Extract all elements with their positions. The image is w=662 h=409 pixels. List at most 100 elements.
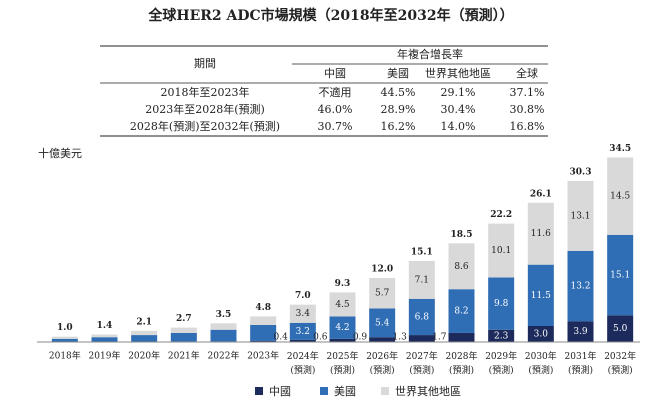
- bar-segment: [527, 326, 554, 342]
- x-tick-label: 2026年(預測): [366, 350, 398, 376]
- bar-segment: [250, 324, 277, 341]
- total-label: 9.3: [335, 279, 351, 289]
- legend-swatch: [255, 387, 263, 395]
- x-tick-label: 2029年(預測): [485, 350, 517, 376]
- total-label: 26.1: [530, 189, 552, 199]
- table-cell: 16.8%: [510, 120, 545, 133]
- title: 全球HER2 ADC市場規模（2018年至2032年（預測））: [147, 7, 513, 24]
- bar-segment: [408, 298, 435, 336]
- bar-label: 4.2: [335, 323, 349, 333]
- total-label: 3.5: [216, 310, 232, 320]
- bar-segment: [51, 338, 78, 342]
- bar-label: 5.7: [375, 289, 390, 299]
- table-subheader: 全球: [516, 66, 538, 80]
- table-cell: 46.0%: [318, 103, 353, 116]
- bar-segment: [51, 336, 78, 339]
- bar-segment: [607, 157, 634, 235]
- x-tick-label: 2024年(預測): [287, 350, 319, 376]
- bar-segment: [408, 335, 435, 342]
- bar-label: 13.1: [570, 211, 590, 221]
- bar-label: 11.6: [531, 229, 551, 239]
- bar-label: 5.0: [613, 324, 628, 334]
- x-tick-label: 2032年(預測): [604, 350, 636, 376]
- table-row-label: 2028年(預測)至2032年(預測): [130, 119, 280, 133]
- bar-label: 15.1: [610, 271, 630, 281]
- bar-label: 3.9: [573, 327, 588, 337]
- bar-label: 2.3: [494, 331, 509, 341]
- legend-label: 美國: [334, 385, 356, 398]
- bar-segment: [567, 321, 594, 342]
- x-tick-label: 2020年: [128, 350, 160, 362]
- bar-segment: [488, 277, 515, 330]
- x-tick-label: 2025年(預測): [327, 350, 359, 376]
- x-tick-label: 2027年(預測): [406, 350, 438, 376]
- bar-segment: [250, 340, 277, 342]
- bar-segment: [210, 329, 237, 342]
- bar-segment: [408, 260, 435, 299]
- bar-label: 11.5: [531, 291, 551, 301]
- table-header: 期間: [194, 57, 216, 70]
- bar-segment: [607, 234, 634, 316]
- legend-swatch: [381, 387, 389, 395]
- x-tick-label: 2028年(預測): [446, 350, 478, 376]
- bar-segment: [289, 322, 316, 340]
- table-cell: 28.9%: [381, 103, 416, 116]
- bar-label: 0.6: [313, 333, 328, 343]
- bar-segment: [289, 339, 316, 342]
- bar-label: 3.4: [296, 309, 311, 319]
- bar-segment: [448, 289, 475, 333]
- x-tick-label: 2023年: [247, 350, 279, 362]
- x-tick-label: 2018年: [49, 350, 81, 362]
- bar-label: 9.8: [494, 299, 509, 309]
- bar-segment: [170, 332, 197, 342]
- bar-segment: [369, 278, 396, 309]
- bar-segment: [329, 338, 356, 342]
- bar-segment: [607, 315, 634, 342]
- bar-segment: [131, 335, 158, 342]
- bar-label: 3.2: [296, 327, 310, 337]
- table-cell: 不適用: [319, 85, 352, 99]
- bar-segment: [369, 308, 396, 338]
- bar-segment: [289, 304, 316, 323]
- bar-label: 5.4: [375, 318, 390, 328]
- bar-segment: [210, 323, 237, 330]
- table-cell: 30.4%: [441, 103, 476, 116]
- bar-label: 0.4: [274, 333, 289, 343]
- total-label: 15.1: [411, 247, 433, 257]
- table-cell: 30.7%: [318, 120, 353, 133]
- chart: 十億美元: [38, 146, 82, 160]
- bar-label: 8.2: [454, 307, 468, 317]
- bar-segment: [91, 334, 118, 338]
- table-cell: 29.1%: [441, 86, 476, 99]
- table-cell: 16.2%: [381, 120, 416, 133]
- bar-segment: [329, 316, 356, 339]
- bar-label: 1.3: [393, 333, 408, 343]
- legend-label: 中國: [269, 385, 291, 398]
- bar-label: 3.0: [534, 330, 549, 340]
- x-tick-label: 2031年(預測): [565, 350, 597, 376]
- x-tick-label: 2021年: [168, 350, 200, 362]
- total-label: 22.2: [490, 210, 512, 220]
- bar-segment: [131, 330, 158, 336]
- x-tick-label: 2030年(預測): [525, 350, 557, 376]
- table-row-label: 2023年至2028年(預測): [145, 102, 265, 116]
- total-label: 30.3: [570, 167, 592, 177]
- bar-segment: [488, 329, 515, 342]
- table-row-label: 2018年至2023年: [161, 85, 250, 99]
- bar-segment: [369, 337, 396, 342]
- bar-label: 8.6: [454, 262, 469, 272]
- legend-label: 世界其他地區: [395, 385, 461, 398]
- y-axis-label: 十億美元: [38, 146, 82, 160]
- table-cell: 37.1%: [510, 86, 545, 99]
- bar-segment: [329, 292, 356, 317]
- total-label: 1.4: [97, 321, 113, 331]
- total-label: 1.0: [57, 323, 73, 333]
- total-label: 2.7: [176, 314, 192, 324]
- total-label: 2.1: [136, 317, 152, 327]
- table-header: 年複合增長率: [397, 47, 463, 61]
- table: 期間 年複合增長率: [100, 45, 548, 137]
- table-subheader: 中國: [324, 67, 346, 80]
- table-cell: 14.0%: [441, 120, 476, 133]
- bar-label: 14.5: [610, 192, 630, 202]
